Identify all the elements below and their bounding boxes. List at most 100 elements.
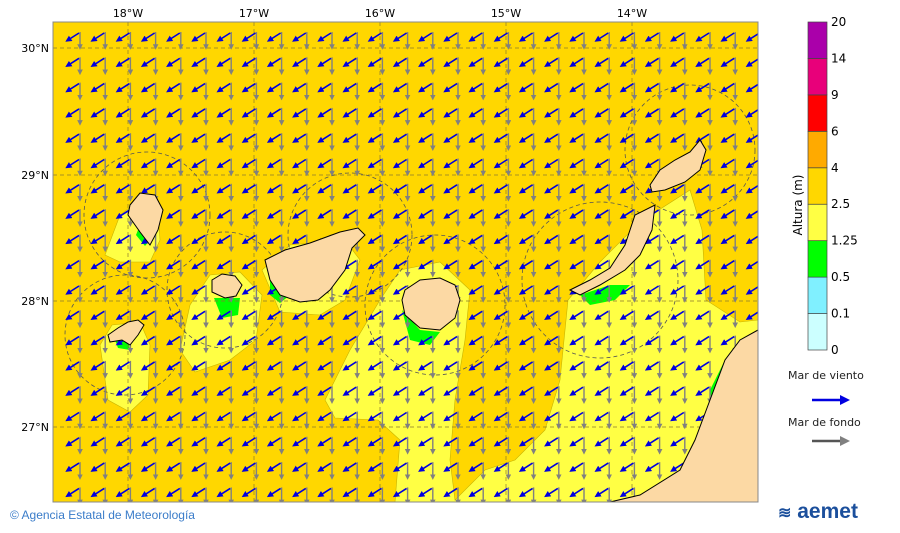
- wind-sea-arrow: [166, 57, 181, 68]
- wind-sea-arrow: [216, 32, 231, 42]
- land: [107, 139, 758, 502]
- wind-sea-arrow: [468, 361, 483, 371]
- wind-sea-arrow: [720, 158, 735, 169]
- wind-sea-arrow: [216, 82, 231, 93]
- wind-sea-arrow: [569, 260, 584, 270]
- wind-sea-arrow: [493, 386, 508, 396]
- wind-sea-arrow: [216, 158, 231, 169]
- colorbar-segment: [807, 240, 828, 278]
- wind-sea-arrow: [241, 32, 256, 42]
- wind-sea-arrow: [594, 437, 609, 447]
- wind-sea-arrow: [619, 158, 634, 169]
- wind-sea-arrow: [392, 335, 408, 346]
- wind-sea-arrow: [468, 487, 483, 498]
- wind-sea-arrow: [342, 437, 357, 447]
- wind-sea-arrow: [90, 260, 105, 270]
- wind-sea-arrow: [342, 57, 357, 68]
- wind-sea-arrow: [569, 335, 584, 346]
- wind-sea-arrow: [191, 487, 206, 498]
- wind-sea-arrow: [695, 386, 710, 396]
- wind-sea-arrow: [65, 209, 80, 219]
- wind-sea-arrow: [216, 361, 231, 371]
- wind-sea-arrow: [392, 285, 408, 295]
- wind-sea-arrow: [544, 108, 559, 118]
- wind-sea-arrow: [367, 335, 382, 346]
- aemet-logo-icon: ≋: [778, 505, 792, 522]
- wind-sea-arrow: [191, 386, 206, 396]
- wind-sea-arrow: [468, 184, 483, 194]
- wind-sea-arrow: [266, 184, 282, 194]
- wind-sea-arrow: [594, 462, 609, 472]
- wind-sea-arrow: [392, 361, 408, 371]
- colorbar-segment: [807, 58, 828, 96]
- colorbar-segment: [807, 203, 828, 242]
- wind-sea-arrow: [317, 184, 332, 194]
- wind-sea-arrow: [644, 158, 660, 169]
- wind-sea-arrow: [544, 57, 559, 68]
- wind-sea-arrow: [115, 133, 130, 143]
- wind-sea-arrow: [392, 260, 408, 270]
- wind-sea-arrow: [317, 411, 332, 422]
- wind-sea-arrow: [166, 462, 181, 472]
- wind-sea-arrow: [392, 133, 408, 143]
- wind-sea-arrow: [216, 310, 231, 321]
- wind-sea-arrow: [292, 386, 307, 396]
- wind-sea-arrow: [292, 361, 307, 371]
- wind-sea-arrow: [166, 386, 181, 396]
- wind-sea-arrow: [569, 411, 584, 422]
- wind-sea-arrow: [493, 209, 508, 219]
- wind-sea-arrow: [241, 437, 256, 447]
- wind-sea-arrow: [544, 32, 559, 42]
- wind-sea-arrow: [166, 335, 181, 346]
- wind-sea-arrow: [266, 411, 282, 422]
- wind-sea-arrow: [65, 82, 80, 93]
- wind-sea-arrow: [367, 32, 382, 42]
- wind-sea-arrow: [266, 32, 282, 42]
- wind-sea-arrow: [468, 462, 483, 472]
- wind-sea-arrow: [90, 487, 105, 498]
- colorbar-segment: [807, 276, 828, 314]
- wind-sea-arrow: [695, 335, 710, 346]
- wind-sea-arrow: [569, 487, 584, 498]
- wind-sea-arrow: [241, 133, 256, 143]
- wind-sea-arrow: [695, 82, 710, 93]
- wind-sea-arrow: [216, 335, 231, 346]
- wind-sea-arrow: [115, 57, 130, 68]
- wind-sea-arrow: [443, 234, 458, 245]
- wind-sea-arrow: [443, 184, 458, 194]
- wind-sea-arrow: [317, 82, 332, 93]
- wind-sea-arrow: [317, 437, 332, 447]
- wind-sea-arrow: [115, 158, 130, 169]
- wind-sea-arrow: [241, 335, 256, 346]
- colorbar-tick: 4: [831, 161, 839, 175]
- wind-sea-arrow: [115, 260, 130, 270]
- wind-sea-arrow: [191, 234, 206, 245]
- wind-sea-arrow: [670, 285, 685, 295]
- wind-sea-arrow: [266, 361, 282, 371]
- wind-sea-arrow: [695, 108, 710, 118]
- wind-sea-arrow: [317, 32, 332, 42]
- wind-sea-arrow: [191, 437, 206, 447]
- colorbar-tick: 6: [831, 124, 839, 138]
- wind-sea-arrow: [140, 335, 156, 346]
- wind-sea-arrow: [493, 335, 508, 346]
- wind-sea-arrow: [695, 260, 710, 270]
- wind-sea-arrow: [166, 184, 181, 194]
- wind-sea-arrow: [418, 108, 433, 118]
- wind-sea-arrow: [317, 57, 332, 68]
- wind-sea-arrow: [594, 386, 609, 396]
- wind-sea-arrow: [594, 158, 609, 169]
- wind-sea-arrow: [443, 158, 458, 169]
- lat-label: 30°N: [21, 42, 49, 55]
- wind-sea-arrow: [670, 361, 685, 371]
- wind-sea-arrow: [65, 462, 80, 472]
- wind-sea-arrow: [443, 437, 458, 447]
- wind-sea-arrow: [594, 82, 609, 93]
- wind-sea-arrow: [166, 437, 181, 447]
- wind-sea-arrow: [317, 386, 332, 396]
- wind-sea-arrow: [140, 260, 156, 270]
- wind-sea-arrow: [392, 32, 408, 42]
- wind-sea-arrow: [544, 437, 559, 447]
- wind-sea-arrow: [569, 82, 584, 93]
- wind-sea-arrow: [443, 108, 458, 118]
